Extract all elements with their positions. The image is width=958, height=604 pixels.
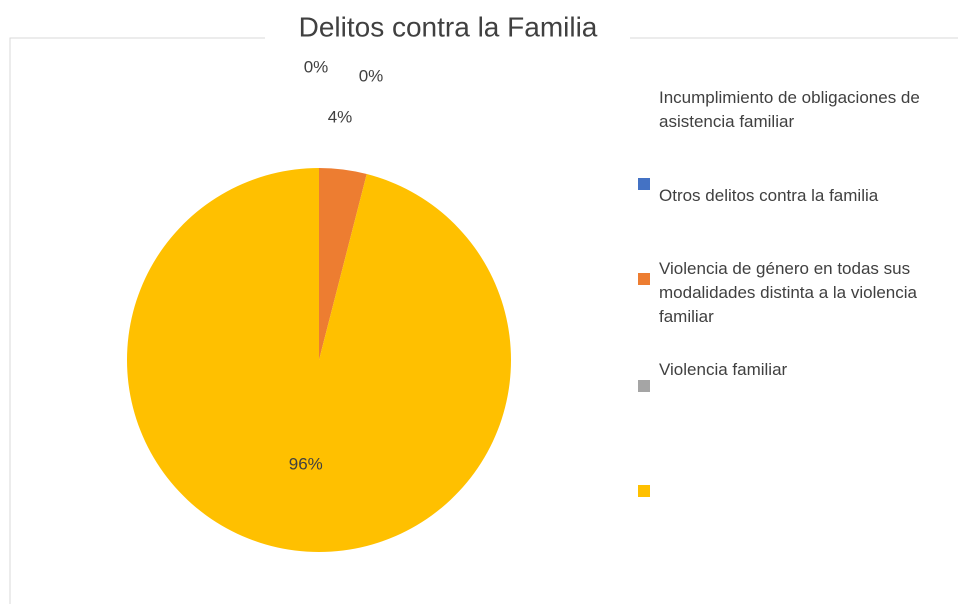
legend-swatch: [638, 380, 650, 392]
chart-title: Delitos contra la Familia: [299, 11, 598, 42]
legend-label: Violencia de género en todas sus modalid…: [659, 259, 917, 326]
legend-swatch: [638, 485, 650, 497]
data-label: 96%: [289, 454, 323, 473]
legend-swatch: [638, 273, 650, 285]
chart-border: [9, 37, 265, 604]
legend-label: Violencia familiar: [659, 360, 788, 379]
pie-slice: [319, 168, 367, 360]
pie-slice: [126, 168, 511, 552]
data-label: 4%: [328, 107, 353, 126]
legend-note: Incumplimiento de obligaciones de asiste…: [659, 88, 920, 131]
legend-label: Otros delitos contra la familia: [659, 186, 879, 205]
legend-swatch: [638, 178, 650, 190]
data-label: 0%: [304, 57, 329, 76]
data-label: 0%: [359, 66, 384, 85]
